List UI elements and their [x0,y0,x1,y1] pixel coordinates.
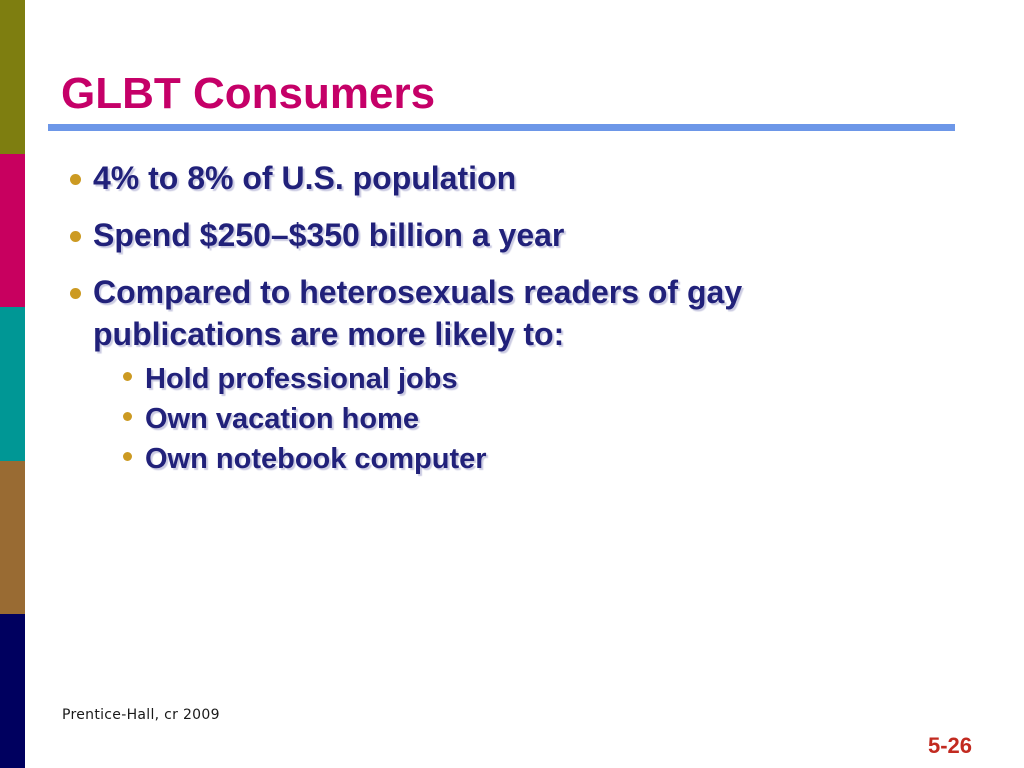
bullet-dot-icon [123,412,132,421]
bullet-dot-icon [70,231,81,242]
sidebar-segment-magenta [0,153,25,308]
sub-bullet-text: Hold professional jobs [145,363,458,395]
sub-bullet-text: Own vacation home [145,403,419,435]
sidebar-segment-navy [0,614,25,768]
bullet-text: Compared to heterosexuals readers of gay… [93,274,743,352]
bullet-dot-icon [70,288,81,299]
sub-bullet-group: Hold professional jobs Own vacation home… [0,359,860,479]
bullet-list: 4% to 8% of U.S. population Spend $250–$… [0,157,860,479]
slide-title: GLBT Consumers [61,69,436,118]
sub-bullet-text: Own notebook computer [145,443,487,475]
sidebar-segment-teal [0,307,25,461]
footer-credit: Prentice-Hall, cr 2009 [62,707,220,723]
sidebar-segment-olive [0,0,25,154]
bullet-item: Compared to heterosexuals readers of gay… [70,271,833,355]
bullet-item: Spend $250–$350 billion a year [70,214,833,256]
sub-bullet-item: Hold professional jobs [123,359,860,399]
bullet-dot-icon [70,174,81,185]
bullet-dot-icon [123,452,132,461]
sidebar-segment-brown [0,460,25,615]
page-number: 5-26 [927,733,972,758]
title-underline [48,124,955,131]
bullet-dot-icon [123,372,132,381]
sub-bullet-item: Own notebook computer [123,439,860,479]
bullet-text: 4% to 8% of U.S. population [93,160,517,196]
bullet-item: 4% to 8% of U.S. population [70,157,833,199]
bullet-text: Spend $250–$350 billion a year [93,217,565,253]
sub-bullet-item: Own vacation home [123,399,860,439]
sidebar-color-bar [0,0,25,768]
